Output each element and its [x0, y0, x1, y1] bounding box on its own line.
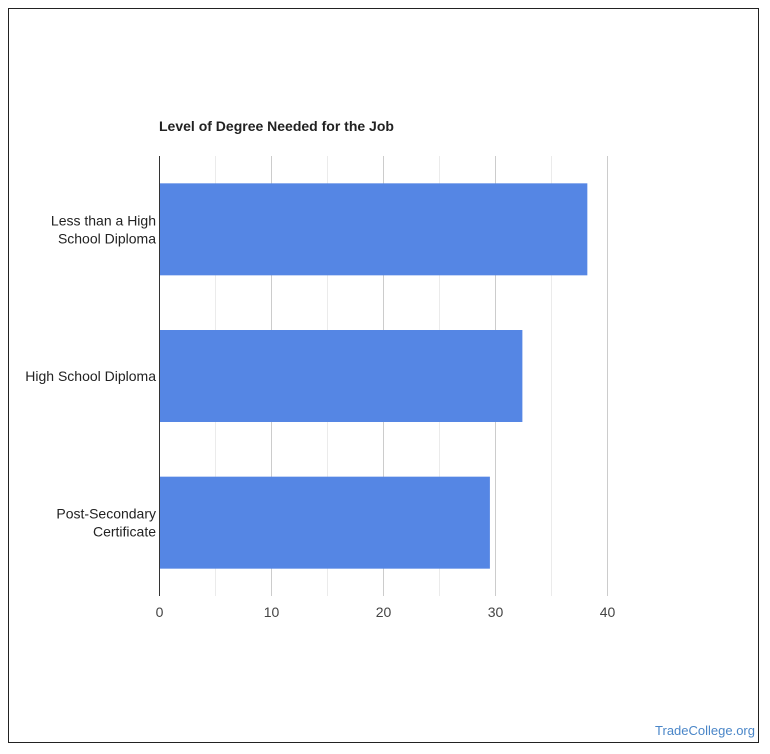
category-label: High School Diploma [25, 368, 156, 384]
bar[interactable] [159, 330, 523, 422]
x-tick-label: 0 [156, 604, 164, 620]
category-labels: Less than a High School Diploma High Schoo… [25, 212, 156, 539]
category-label: Certificate [93, 524, 156, 540]
x-tick-label: 10 [264, 604, 280, 620]
bar[interactable] [159, 183, 588, 276]
category-label: School Diploma [58, 230, 156, 246]
brand-link[interactable]: TradeCollege.org [655, 723, 755, 738]
x-tick-label: 20 [376, 604, 392, 620]
bars [159, 183, 588, 569]
x-tick-label: 40 [600, 604, 616, 620]
x-tick-label: 30 [488, 604, 504, 620]
category-label: Post-Secondary [56, 506, 156, 522]
x-tick-labels: 0 10 20 30 40 [156, 604, 616, 620]
bar[interactable] [159, 476, 490, 569]
chart-title: Level of Degree Needed for the Job [159, 118, 394, 134]
category-label: Less than a High [51, 212, 156, 228]
